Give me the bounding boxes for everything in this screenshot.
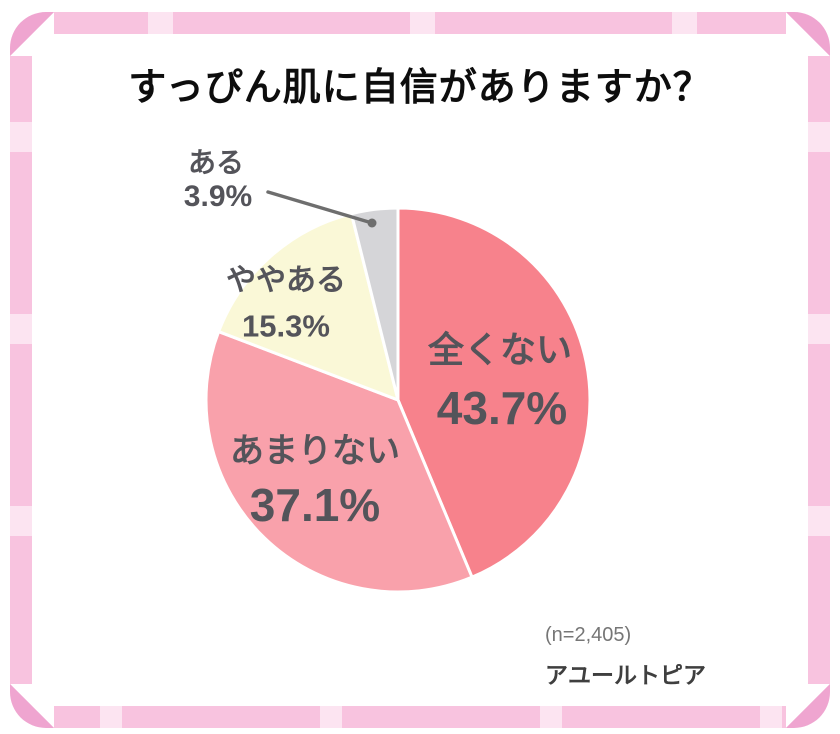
- pie-slices: [204, 206, 592, 594]
- sample-size-label: (n=2,405): [545, 624, 632, 646]
- slice-value-zenkunai: 43.7%: [436, 382, 568, 434]
- slice-value-aru: 3.9%: [183, 180, 253, 213]
- source-label: アユールトピア: [545, 662, 706, 688]
- leader-line: [266, 190, 374, 225]
- frame-right-band: [808, 56, 830, 684]
- slice-label-yayaaru: ややある: [226, 264, 346, 297]
- frame-left-band: [10, 56, 32, 684]
- slice-label-amarinai: あまりない: [230, 432, 400, 470]
- frame-top-band: [54, 12, 786, 34]
- frame-bottom-band: [54, 706, 786, 728]
- slice-value-amarinai: 37.1%: [249, 479, 381, 531]
- pie-slice-2: [217, 212, 400, 402]
- leader-line-group: [266, 190, 377, 228]
- slice-value-yayaaru: 15.3%: [242, 308, 330, 344]
- slice-label-aru: ある: [187, 147, 245, 178]
- slice-label-zenkunai: 全くない: [427, 329, 573, 370]
- pie-slice-0: [396, 206, 592, 579]
- chart-title: すっぴん肌に自信がありますか？: [128, 67, 712, 109]
- leader-dot: [367, 218, 377, 228]
- pie-slice-3: [349, 206, 400, 402]
- pie-slice-1: [204, 330, 474, 594]
